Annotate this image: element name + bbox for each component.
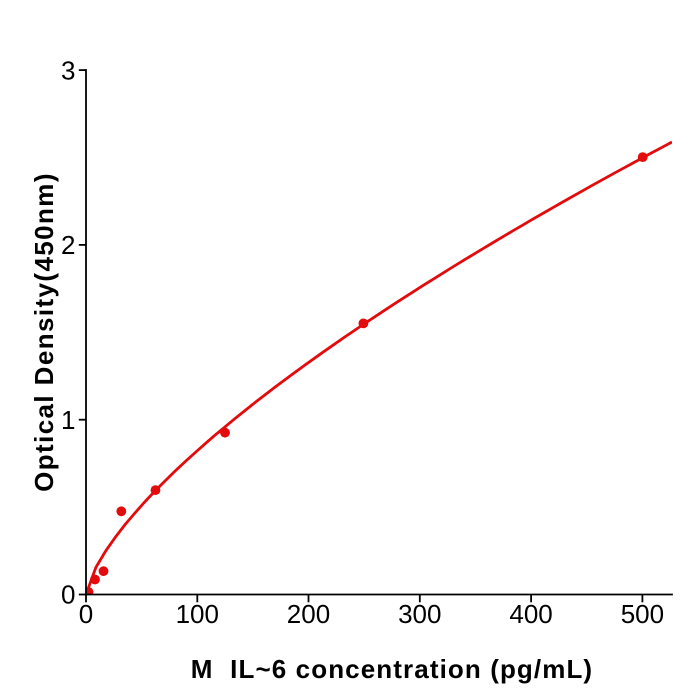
svg-text:0: 0: [79, 599, 93, 629]
svg-text:2: 2: [61, 230, 75, 260]
svg-text:300: 300: [398, 599, 441, 629]
svg-text:500: 500: [621, 599, 664, 629]
svg-text:M IL~6 concentration (pg/mL): M IL~6 concentration (pg/mL): [191, 654, 593, 684]
svg-text:200: 200: [287, 599, 330, 629]
svg-text:0: 0: [61, 580, 75, 610]
svg-text:100: 100: [176, 599, 219, 629]
svg-text:3: 3: [61, 55, 75, 85]
svg-text:1: 1: [61, 405, 75, 435]
svg-text:Optical Density(450nm): Optical Density(450nm): [29, 172, 59, 492]
svg-text:400: 400: [509, 599, 552, 629]
